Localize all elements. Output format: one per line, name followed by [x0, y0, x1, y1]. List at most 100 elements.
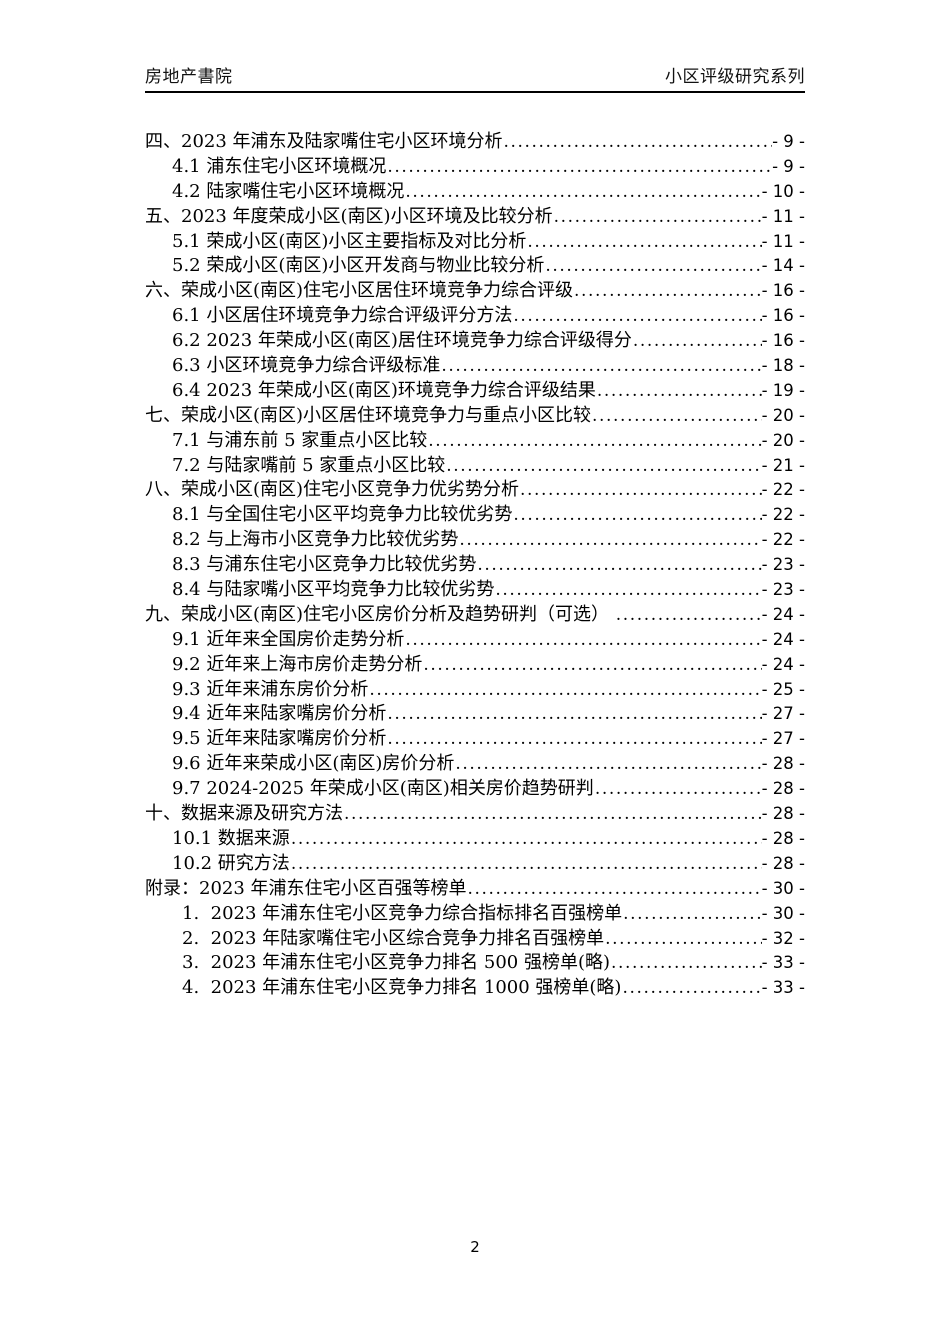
- page-header: 房地产書院 小区评级研究系列: [145, 0, 805, 93]
- toc-entry: 8.2 与上海市小区竞争力比较优劣势 - 22 -: [145, 528, 805, 553]
- toc-entry: 4.2 陆家嘴住宅小区环境概况 - 10 -: [145, 180, 805, 205]
- toc-page-number: - 28 -: [761, 804, 805, 824]
- toc-entry-title: 4.2 陆家嘴住宅小区环境概况: [172, 180, 405, 202]
- toc-entry: 6.3 小区环境竞争力综合评级标准 - 18 -: [145, 354, 805, 379]
- toc-entry: 4.1 浦东住宅小区环境概况 - 9 -: [145, 155, 805, 180]
- toc-page-number: - 14 -: [761, 256, 805, 276]
- toc-dot-leader: [605, 927, 761, 952]
- toc-entry-title: 八、荣成小区(南区)住宅小区竞争力优劣势分析: [145, 479, 520, 501]
- toc-entry-title: 9.3 近年来浦东房价分析: [172, 678, 369, 700]
- toc-entry-title: 六、荣成小区(南区)住宅小区居住环境竞争力综合评级: [145, 280, 574, 302]
- toc-dot-leader: [554, 205, 762, 230]
- toc-entry: 9.5 近年来陆家嘴房价分析 - 27 -: [145, 727, 805, 752]
- toc-entry-title: 七、荣成小区(南区)小区居住环境竞争力与重点小区比较: [145, 404, 592, 426]
- toc-dot-leader: [477, 553, 761, 578]
- toc-entry: 五、2023 年度荣成小区(南区)小区环境及比较分析 - 11 -: [145, 205, 805, 230]
- toc-dot-leader: [633, 329, 762, 354]
- toc-page-number: - 30 -: [761, 903, 805, 923]
- toc-dot-leader: [611, 951, 762, 976]
- page-number: 2: [470, 1238, 480, 1256]
- toc-entry-title: 8.1 与全国住宅小区平均竞争力比较优劣势: [172, 504, 513, 526]
- toc-entry-title: 4. 2023 年浦东住宅小区竞争力排名 1000 强榜单(略): [182, 977, 622, 999]
- toc-page-number: - 16 -: [761, 306, 805, 326]
- toc-entry-title: 10.2 研究方法: [172, 852, 290, 874]
- toc-entry: 10.1 数据来源 - 28 -: [145, 827, 805, 852]
- toc-entry-title: 4.1 浦东住宅小区环境概况: [172, 155, 387, 177]
- toc-entry: 7.1 与浦东前 5 家重点小区比较 - 20 -: [145, 429, 805, 454]
- toc-entry-title: 9.2 近年来上海市房价走势分析: [172, 653, 423, 675]
- toc-entry: 9.2 近年来上海市房价走势分析 - 24 -: [145, 653, 805, 678]
- toc-entry-title: 8.2 与上海市小区竞争力比较优劣势: [172, 529, 459, 551]
- toc-page-number: - 16 -: [761, 331, 805, 351]
- toc-entry: 8.4 与陆家嘴小区平均竞争力比较优劣势 - 23 -: [145, 578, 805, 603]
- toc-entry: 6.4 2023 年荣成小区(南区)环境竞争力综合评级结果 - 19 -: [145, 379, 805, 404]
- toc-page-number: - 28 -: [761, 853, 805, 873]
- header-left-text: 房地产書院: [145, 67, 233, 86]
- toc-entry: 9.3 近年来浦东房价分析 - 25 -: [145, 678, 805, 703]
- toc-entry-title: 3. 2023 年浦东住宅小区竞争力排名 500 强榜单(略): [182, 952, 610, 974]
- toc-page-number: - 28 -: [761, 828, 805, 848]
- toc-page-number: - 22 -: [761, 480, 805, 500]
- toc-dot-leader: [446, 454, 761, 479]
- toc-dot-leader: [441, 354, 761, 379]
- toc-dot-leader: [513, 304, 761, 329]
- toc-entry-title: 7.2 与陆家嘴前 5 家重点小区比较: [172, 454, 446, 476]
- toc-entry: 9.7 2024-2025 年荣成小区(南区)相关房价趋势研判 - 28 -: [145, 777, 805, 802]
- toc-entry-title: 2. 2023 年陆家嘴住宅小区综合竞争力排名百强榜单: [182, 927, 605, 949]
- toc-page-number: - 27 -: [761, 704, 805, 724]
- toc-dot-leader: [369, 678, 761, 703]
- toc-entry-title: 5.1 荣成小区(南区)小区主要指标及对比分析: [172, 230, 527, 252]
- toc-dot-leader: [520, 478, 762, 503]
- toc-page-number: - 20 -: [761, 430, 805, 450]
- toc-entry-title: 9.6 近年来荣成小区(南区)房价分析: [172, 753, 455, 775]
- toc-dot-leader: [592, 404, 762, 429]
- toc-entry-title: 1. 2023 年浦东住宅小区竞争力综合指标排名百强榜单: [182, 902, 623, 924]
- toc-dot-leader: [527, 230, 761, 255]
- toc-page-number: - 28 -: [761, 754, 805, 774]
- toc-entry-title: 5.2 荣成小区(南区)小区开发商与物业比较分析: [172, 255, 545, 277]
- toc-entry: 七、荣成小区(南区)小区居住环境竞争力与重点小区比较 - 20 -: [145, 404, 805, 429]
- toc-page-number: - 25 -: [761, 679, 805, 699]
- toc-entry-title: 8.4 与陆家嘴小区平均竞争力比较优劣势: [172, 579, 495, 601]
- toc-dot-leader: [513, 503, 761, 528]
- toc-entry-title: 五、2023 年度荣成小区(南区)小区环境及比较分析: [145, 205, 553, 227]
- toc-entry-title: 8.3 与浦东住宅小区竞争力比较优劣势: [172, 554, 477, 576]
- toc-page-number: - 9 -: [772, 156, 805, 176]
- toc-dot-leader: [387, 702, 761, 727]
- toc-entry-title: 9.4 近年来陆家嘴房价分析: [172, 703, 387, 725]
- toc-dot-leader: [428, 429, 761, 454]
- toc-dot-leader: [405, 628, 761, 653]
- toc-entry: 9.4 近年来陆家嘴房价分析 - 27 -: [145, 702, 805, 727]
- table-of-contents: 四、2023 年浦东及陆家嘴住宅小区环境分析- 9 -4.1 浦东住宅小区环境概…: [145, 130, 805, 1001]
- toc-page-number: - 28 -: [761, 779, 805, 799]
- toc-dot-leader: [387, 727, 761, 752]
- toc-dot-leader: [545, 254, 761, 279]
- toc-dot-leader: [459, 528, 761, 553]
- toc-page-number: - 24 -: [761, 604, 805, 624]
- toc-entry-title: 6.4 2023 年荣成小区(南区)环境竞争力综合评级结果: [172, 379, 596, 401]
- toc-entry: 十、数据来源及研究方法 - 28 -: [145, 802, 805, 827]
- toc-dot-leader: [387, 155, 772, 180]
- toc-page-number: - 33 -: [761, 978, 805, 998]
- toc-entry-title: 9.7 2024-2025 年荣成小区(南区)相关房价趋势研判: [172, 778, 594, 800]
- toc-entry-title: 九、荣成小区(南区)住宅小区房价分析及趋势研判（可选）: [145, 603, 615, 625]
- toc-page-number: - 27 -: [761, 729, 805, 749]
- toc-entry: 1. 2023 年浦东住宅小区竞争力综合指标排名百强榜单 - 30 -: [145, 902, 805, 927]
- toc-page-number: - 22 -: [761, 505, 805, 525]
- toc-entry-title: 四、2023 年浦东及陆家嘴住宅小区环境分析: [145, 131, 503, 152]
- toc-entry-title: 附录：2023 年浦东住宅小区百强等榜单: [145, 877, 467, 899]
- toc-page-number: - 21 -: [761, 455, 805, 475]
- toc-entry-title: 7.1 与浦东前 5 家重点小区比较: [172, 429, 428, 451]
- toc-dot-leader: [423, 653, 761, 678]
- toc-dot-leader: [616, 603, 762, 628]
- toc-page-number: - 11 -: [761, 231, 805, 251]
- toc-page-number: - 22 -: [761, 530, 805, 550]
- toc-page-number: - 19 -: [761, 380, 805, 400]
- toc-page-number: - 20 -: [761, 405, 805, 425]
- toc-page-number: - 30 -: [761, 878, 805, 898]
- toc-entry-title: 6.3 小区环境竞争力综合评级标准: [172, 355, 441, 377]
- toc-dot-leader: [468, 877, 762, 902]
- toc-page-number: - 18 -: [761, 356, 805, 376]
- toc-dot-leader: [622, 976, 761, 1001]
- toc-entry: 6.1 小区居住环境竞争力综合评级评分方法 - 16 -: [145, 304, 805, 329]
